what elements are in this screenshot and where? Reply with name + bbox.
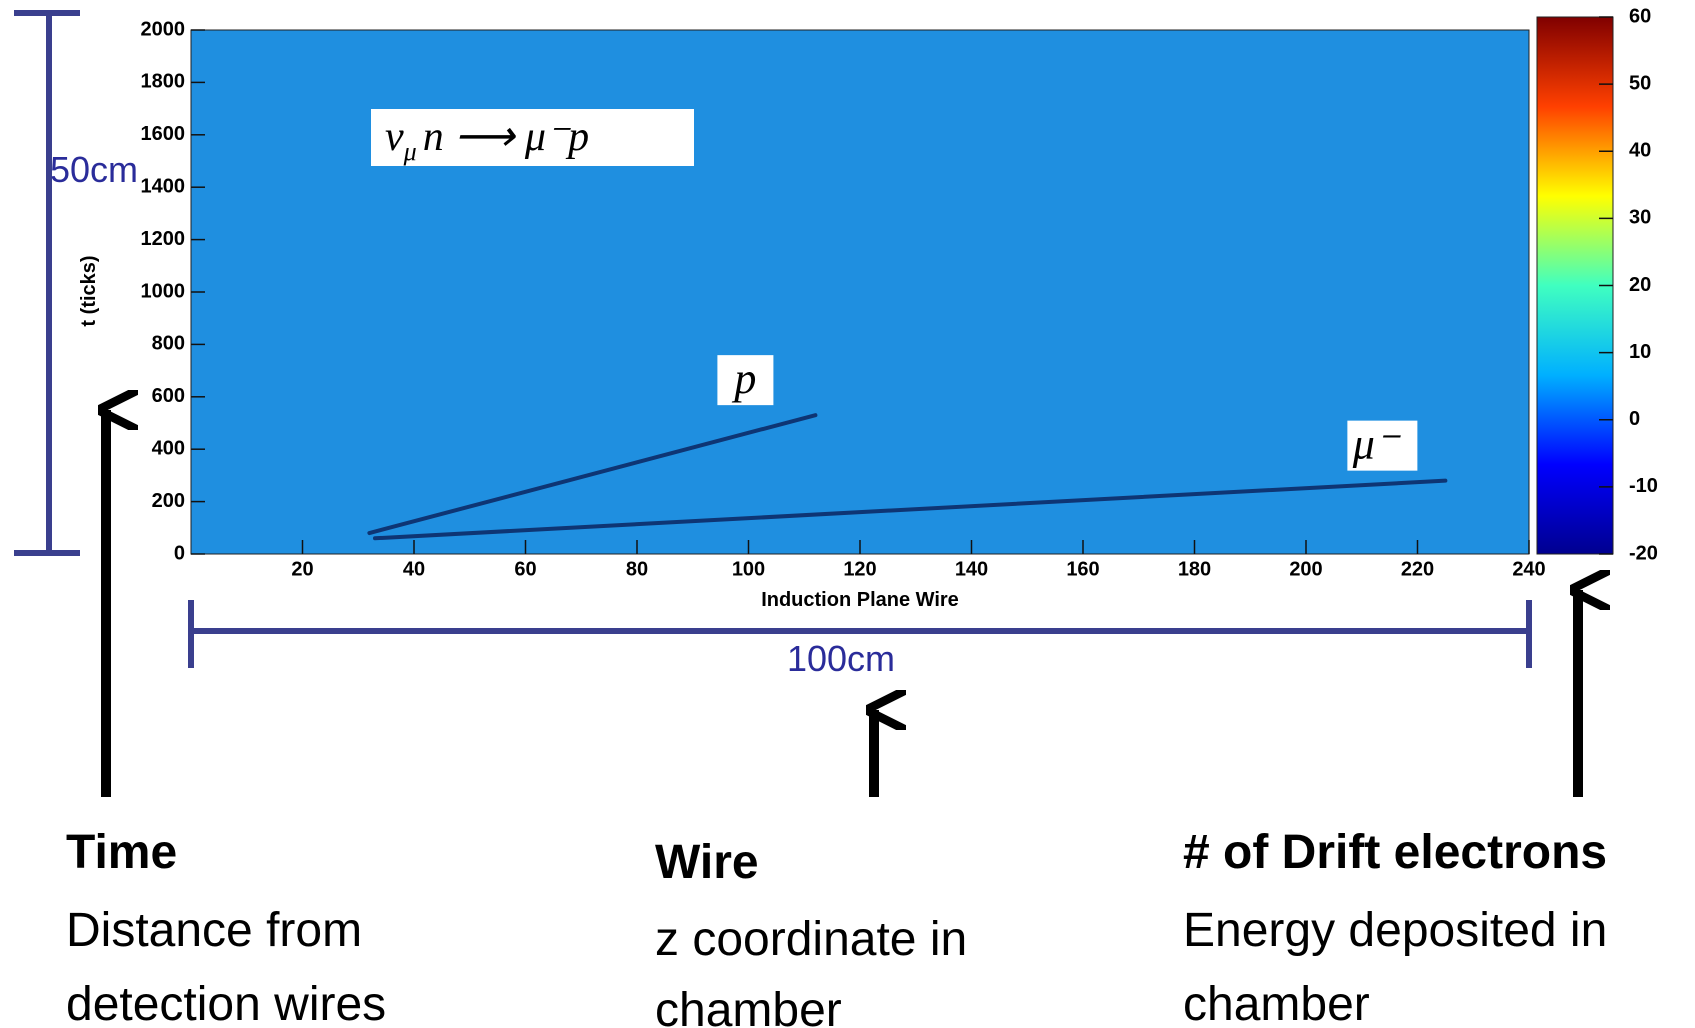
caption-line: Energy deposited in <box>1183 904 1607 957</box>
colorbar-tick-label: 30 <box>1629 207 1651 229</box>
caption-line: Distance from <box>66 904 362 957</box>
colorbar-tick-label: 60 <box>1629 5 1651 27</box>
x-tick-label: 20 <box>291 558 313 580</box>
y-tick-label: 1800 <box>141 71 186 93</box>
reaction-part: μ <box>403 137 417 166</box>
horizontal-scale-label: 100cm <box>787 638 895 679</box>
colorbar-tick-label: 20 <box>1629 274 1651 296</box>
vertical-scale-label: 50cm <box>50 149 138 190</box>
colorbar-tick-label: 10 <box>1629 341 1651 363</box>
x-tick-label: 180 <box>1178 558 1211 580</box>
y-axis-label: t (ticks) <box>78 255 100 326</box>
caption-line: z coordinate in <box>655 913 967 966</box>
x-axis-label: Induction Plane Wire <box>761 589 959 611</box>
track-label: μ⁻ <box>1352 420 1402 469</box>
x-tick-label: 240 <box>1512 558 1545 580</box>
caption-time: Time Distance from detection wires <box>66 826 386 1028</box>
colorbar-tick-label: -10 <box>1629 475 1658 497</box>
colorbar-tick-label: 0 <box>1629 408 1640 430</box>
x-tick-label: 120 <box>843 558 876 580</box>
vertical-scale-bar <box>14 13 80 553</box>
caption-electrons: # of Drift electrons Energy deposited in… <box>1183 826 1607 1028</box>
colorbar-tick-label: 50 <box>1629 72 1651 94</box>
x-tick-label: 160 <box>1066 558 1099 580</box>
y-tick-label: 800 <box>152 333 185 355</box>
caption-line: detection wires <box>66 978 386 1028</box>
caption-wire: Wire z coordinate in chamber <box>655 836 967 1028</box>
plot-area <box>191 30 1529 554</box>
track-label: p <box>731 354 756 403</box>
y-tick-label: 1600 <box>141 123 186 145</box>
page: 0200400600800100012001400160018002000204… <box>0 0 1695 1028</box>
caption-line: chamber <box>655 984 842 1028</box>
x-tick-label: 80 <box>626 558 648 580</box>
x-tick-label: 100 <box>732 558 765 580</box>
y-tick-label: 600 <box>152 385 185 407</box>
x-tick-label: 200 <box>1289 558 1322 580</box>
caption-title: Time <box>66 826 177 879</box>
x-tick-label: 220 <box>1401 558 1434 580</box>
x-tick-label: 40 <box>403 558 425 580</box>
x-tick-label: 60 <box>514 558 536 580</box>
y-tick-label: 0 <box>174 542 185 564</box>
colorbar-tick-label: -20 <box>1629 542 1658 564</box>
reaction-part: ν <box>385 114 404 160</box>
colorbar-tick-label: 40 <box>1629 140 1651 162</box>
y-tick-label: 400 <box>152 437 185 459</box>
caption-title: Wire <box>655 836 759 889</box>
y-tick-label: 200 <box>152 490 185 512</box>
y-tick-label: 1400 <box>141 175 186 197</box>
y-tick-label: 1000 <box>141 280 186 302</box>
caption-line: chamber <box>1183 978 1370 1028</box>
caption-title: # of Drift electrons <box>1183 826 1607 879</box>
x-tick-label: 140 <box>955 558 988 580</box>
y-tick-label: 1200 <box>141 228 186 250</box>
reaction-part: n ⟶ μ⁻p <box>423 114 589 160</box>
y-tick-label: 2000 <box>141 18 186 40</box>
